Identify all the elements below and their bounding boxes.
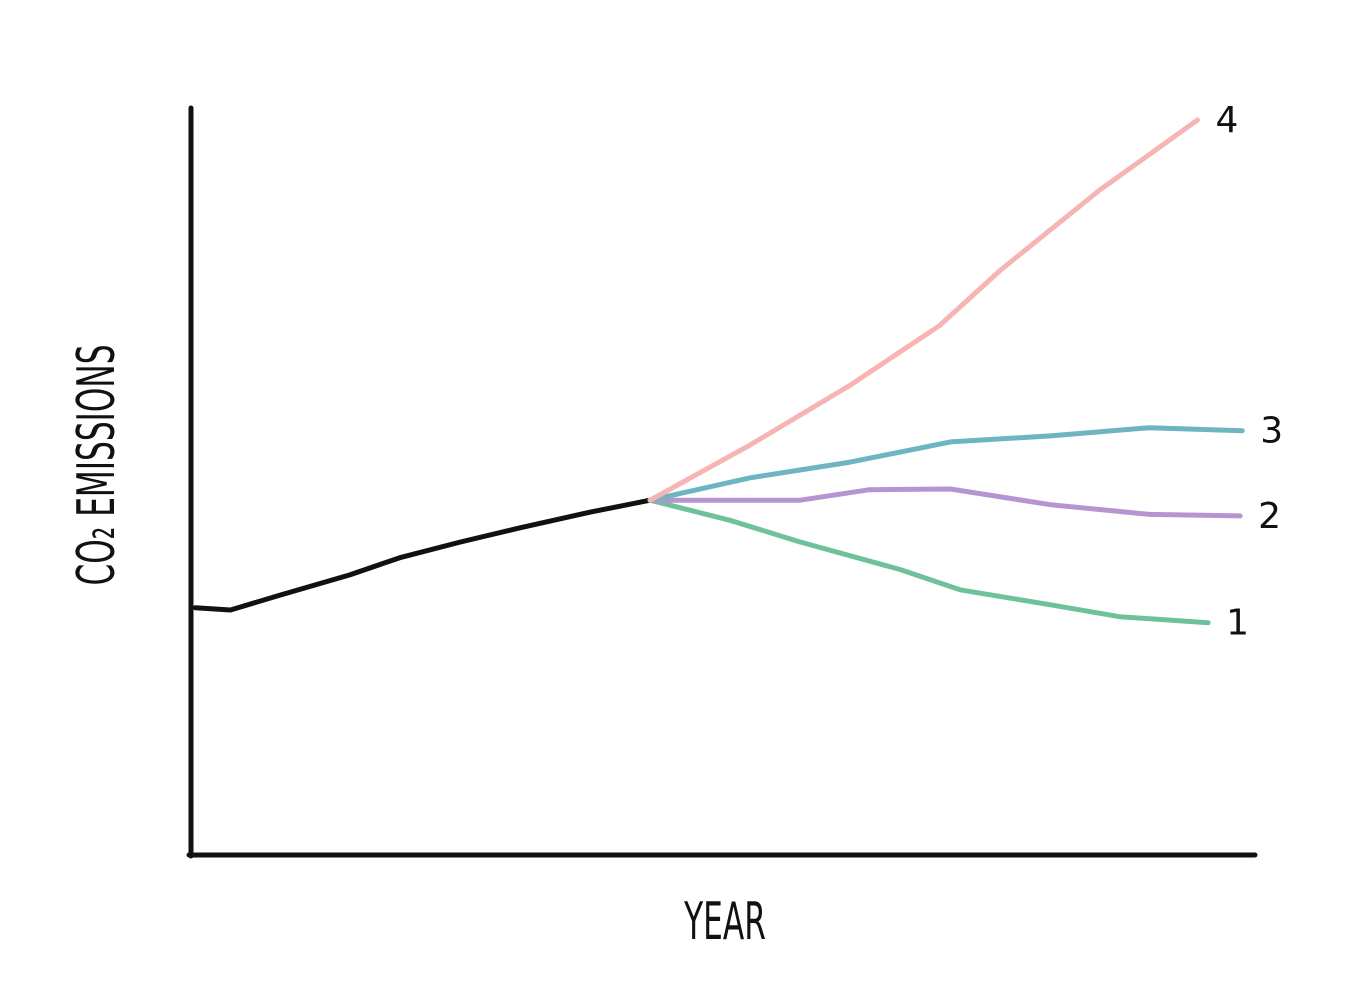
series-line	[647, 117, 1200, 503]
series-label: 3	[1260, 411, 1283, 452]
series-label: 2	[1258, 496, 1281, 537]
series-line	[647, 425, 1245, 503]
series-line	[647, 497, 1211, 626]
series-line	[647, 486, 1243, 519]
y-axis-title: CO₂ EMISSIONS	[67, 344, 128, 585]
series-label: 1	[1226, 603, 1249, 644]
series-line	[192, 497, 653, 613]
x-axis-title: YEAR	[683, 892, 766, 953]
series-label: 4	[1215, 100, 1238, 141]
